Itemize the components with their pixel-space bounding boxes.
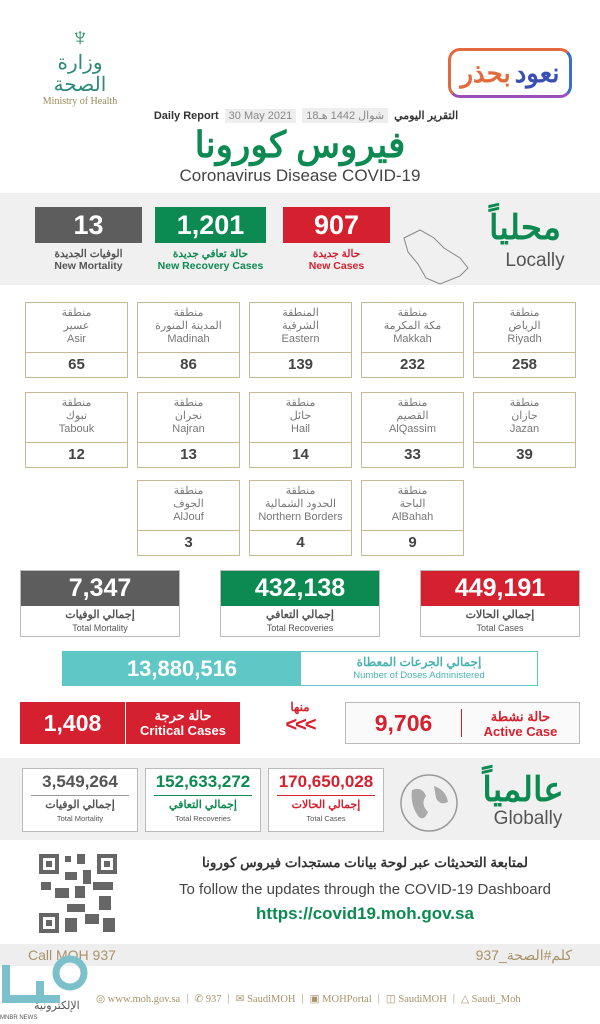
total-recoveries: 432,138 إجمالي التعافي Total Recoveries: [220, 570, 380, 637]
call-ar: كلم#الصحة_937: [475, 946, 572, 963]
footer-link[interactable]: ✆ 937: [194, 994, 222, 1005]
total-mortality: 7,347 إجمالي الوفيات Total Mortality: [20, 570, 180, 637]
separator: |: [227, 993, 230, 1004]
footer-link[interactable]: △ Saudi_Moh: [460, 994, 521, 1005]
region-card: منطقة الجوف AlJouf 3: [137, 480, 240, 556]
report-date-line: Daily Report 30 May 2021 18شوال 1442 هـ …: [153, 108, 459, 123]
footer-link[interactable]: ◎ www.moh.gov.sa: [96, 994, 181, 1005]
qr-code-icon[interactable]: [37, 852, 119, 935]
title-en: Coronavirus Disease COVID-19: [179, 166, 421, 185]
snapchat-icon: △: [460, 994, 470, 1005]
campaign-badge: بحذر نعود: [448, 48, 572, 98]
region-value: 13: [180, 446, 197, 463]
region-card: منطقة جازان Jazan 39: [473, 392, 576, 468]
local-label-en: Locally: [505, 250, 565, 271]
watermark-logo: الإلكترونية MNBR NEWS: [0, 955, 95, 1024]
region-value: 86: [180, 356, 197, 373]
global-label-en: Globally: [493, 808, 563, 829]
region-value: 14: [292, 446, 309, 463]
new-cases: 907 حالة جديدة New Cases: [283, 207, 390, 272]
active-cases: 9,706 حالة نشطة Active Case: [345, 702, 580, 744]
palm-icon: ♆: [70, 22, 90, 52]
region-value: 139: [287, 356, 314, 373]
local-label-ar: محلياً: [488, 209, 562, 247]
globe-icon: [400, 774, 458, 832]
region-card: منطقة تبوك Tabouk 12: [25, 392, 128, 468]
footer-link[interactable]: ◫ SaudiMOH: [385, 994, 447, 1005]
of-which: منها <<<: [270, 700, 330, 737]
footer-links: ◎ www.moh.gov.sa | ✆ 937 | ✉ SaudiMOH | ▣ MOHP…: [96, 993, 521, 1005]
doses-administered: 13,880,516 إجمالي الجرعات المعطاة Number …: [62, 651, 538, 686]
region-value: 33: [404, 446, 421, 463]
separator: |: [377, 993, 380, 1004]
watermark-shape-icon: [2, 955, 88, 1003]
new-recovery: 1,201 حالة تعافي جديدة New Recovery Case…: [155, 207, 266, 272]
title-ar: فيروس كورونا: [194, 124, 406, 165]
separator: |: [301, 993, 304, 1004]
region-card: منطقة الرياض Riyadh 258: [473, 302, 576, 378]
region-value: 12: [68, 446, 85, 463]
separator: |: [452, 993, 455, 1004]
region-card: منطقة عسير Asir 65: [25, 302, 128, 378]
moh-logo: ♆ وزارة الصحة Ministry of Health: [30, 22, 130, 107]
new-mortality: 13 الوفيات الجديدة New Mortality: [35, 207, 142, 272]
region-value: 4: [296, 534, 305, 551]
separator: |: [186, 993, 189, 1004]
arrows-icon: <<<: [285, 714, 316, 736]
global-cases: 170,650,028 إجمالي الحالات Total Cases: [268, 768, 384, 832]
region-value: 9: [408, 534, 417, 551]
total-cases: 449,191 إجمالي الحالات Total Cases: [420, 570, 580, 637]
region-card: منطقة مكة المكرمة Makkah 232: [361, 302, 464, 378]
region-card: المنطقة الشرقية Eastern 139: [249, 302, 352, 378]
global-mortality: 3,549,264 إجمالي الوفيات Total Mortality: [22, 768, 138, 832]
saudi-map-icon: [403, 229, 469, 285]
region-value: 232: [399, 356, 426, 373]
region-value: 258: [511, 356, 538, 373]
region-value: 3: [184, 534, 193, 551]
instagram-icon: ◫: [385, 994, 396, 1005]
region-card: منطقة المدينة المنورة Madinah 86: [137, 302, 240, 378]
call-en: Call MOH 937: [28, 947, 116, 963]
twitter-icon: ✉: [235, 994, 245, 1005]
footer-link[interactable]: ▣ MOHPortal: [309, 994, 372, 1005]
phone-icon: ✆: [194, 994, 204, 1005]
dashboard-text-en: To follow the updates through the COVID-…: [179, 881, 551, 898]
region-card: منطقة القصيم AlQassim 33: [361, 392, 464, 468]
dashboard-link[interactable]: https://covid19.moh.gov.sa: [256, 904, 474, 923]
critical-cases: 1,408 حالة حرجة Critical Cases: [20, 702, 240, 744]
region-value: 39: [516, 446, 533, 463]
region-value: 65: [68, 356, 85, 373]
dashboard-text-ar: لمتابعة التحديثات عبر لوحة بيانات مستجدا…: [202, 855, 528, 870]
youtube-icon: ▣: [309, 994, 320, 1005]
region-card: منطقة نجران Najran 13: [137, 392, 240, 468]
globe-icon: ◎: [96, 994, 106, 1005]
global-label-ar: عالمياً: [482, 771, 564, 809]
call-bar: Call MOH 937 كلم#الصحة_937: [0, 944, 600, 966]
region-card: منطقة الباحة AlBahah 9: [361, 480, 464, 556]
global-recoveries: 152,633,272 إجمالي التعافي Total Recoveri…: [145, 768, 261, 832]
region-card: منطقة حائل Hail 14: [249, 392, 352, 468]
region-card: منطقة الحدود الشمالية Northern Borders 4: [249, 480, 352, 556]
footer-link[interactable]: ✉ SaudiMOH: [235, 994, 296, 1005]
